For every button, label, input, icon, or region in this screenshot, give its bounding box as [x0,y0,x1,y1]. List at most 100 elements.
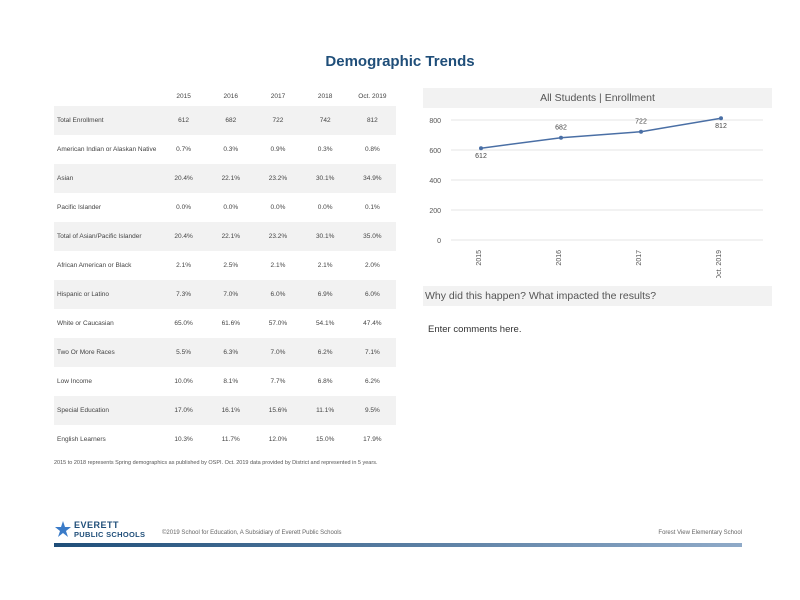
table-cell: 6.3% [223,349,239,356]
table-header-row: 2015 2016 2017 2018 Oct. 2019 [54,86,396,106]
table-cell: 20.4% [174,233,193,240]
table-cell: 23.2% [268,175,288,182]
table-cell: 17.0% [174,407,193,414]
table-cell: 0.9% [270,146,286,153]
table-cell: 6.2% [317,349,333,356]
data-point [719,116,723,121]
footer-school-name: Forest View Elementary School [658,530,742,536]
table-cell: 61.6% [221,320,240,327]
table-cell: 11.7% [221,436,240,443]
row-label: English Learners [57,435,106,443]
chart-title: All Students | Enrollment [423,88,772,108]
table-cell: 17.9% [363,436,382,443]
row-label: Hispanic or Latino [57,290,110,298]
table-cell: 34.9% [363,175,382,182]
data-point [479,146,483,151]
table-cell: 30.1% [315,233,335,240]
enrollment-line-chart: 0 200 400 600 800 612 682 722 812 2015 2016 2017 Oct… [429,116,763,278]
table-footnote: 2015 to 2018 represents Spring demograph… [54,460,378,466]
table-cell: 722 [272,117,284,124]
table-row: Two Or More Races 5.5% 6.3% 7.0% 6.2% 7.1% [54,338,396,367]
table-row: African American or Black 2.1% 2.5% 2.1% 2.1… [54,251,396,280]
row-label: Total of Asian/Pacific Islander [57,232,142,240]
data-label: 682 [555,125,567,132]
footer-bar [54,543,742,547]
table-cell: 65.0% [174,320,193,327]
table-cell: 8.1% [223,378,239,385]
data-point [639,129,643,134]
question-heading: Why did this happen? What impacted the r… [423,286,772,306]
table-cell: 35.0% [363,233,382,240]
district-logo: EVERETT PUBLIC SCHOOLS [54,518,154,542]
table-cell: 0.0% [223,204,239,211]
comments-field[interactable]: Enter comments here. [428,324,522,335]
table-cell: 22.1% [221,233,240,240]
table-cell: 9.5% [364,407,380,414]
table-cell: 12.0% [268,436,288,443]
x-tick-label: 2017 [636,250,643,266]
enrollment-chart-panel: All Students | Enrollment 0 200 400 600 800 6… [423,88,772,278]
table-cell: 23.2% [268,233,288,240]
table-cell: 742 [319,117,331,124]
column-header: 2016 [223,92,239,100]
data-label: 612 [475,153,487,160]
table-cell: 15.0% [315,436,335,443]
table-cell: 0.0% [270,204,286,211]
table-row: Hispanic or Latino 7.3% 7.0% 6.0% 6.9% 6.0% [54,280,396,309]
row-label: Low Income [57,377,93,385]
y-tick-label: 200 [429,208,441,215]
row-label: Special Education [57,406,110,414]
row-label: Two Or More Races [57,348,115,356]
table-cell: 6.8% [317,378,333,385]
x-tick-label: 2016 [556,250,563,266]
table-cell: 16.1% [221,407,240,414]
table-cell: 2.1% [270,262,286,269]
table-cell: 30.1% [315,175,335,182]
table-cell: 0.0% [176,204,191,211]
logo-text-line1: EVERETT [74,520,120,530]
footer-copyright: ©2019 School for Education, A Subsidiary… [162,530,342,536]
table-cell: 0.7% [176,146,191,153]
table-body: Total Enrollment 612 682 722 742 812 American … [54,106,396,454]
table-row: Special Education 17.0% 16.1% 15.6% 11.1% 9.5… [54,396,396,425]
row-label: Pacific Islander [57,203,102,211]
table-row: English Learners 10.3% 11.7% 12.0% 15.0% 17.9… [54,425,396,454]
series-line [480,117,722,149]
table-row: Pacific Islander 0.0% 0.0% 0.0% 0.0% 0.1% [54,193,396,222]
table-cell: 7.0% [223,291,239,298]
table-cell: 20.4% [174,175,193,182]
table-cell: 7.3% [176,291,191,298]
row-label: Asian [57,174,74,182]
column-header: 2015 [176,92,191,100]
table-cell: 7.1% [364,349,380,356]
y-tick-label: 0 [437,238,441,245]
column-header: 2018 [317,92,333,100]
table-cell: 10.0% [174,378,193,385]
y-tick-label: 800 [429,118,441,125]
table-cell: 612 [178,117,190,124]
table-cell: 6.2% [364,378,380,385]
table-row: Total Enrollment 612 682 722 742 812 [54,106,396,135]
table-cell: 6.9% [317,291,333,298]
x-tick-label: Oct. 2019 [716,250,723,278]
page-title: Demographic Trends [325,53,475,70]
table-cell: 0.3% [317,146,333,153]
column-header: Oct. 2019 [358,92,387,100]
data-label: 812 [715,123,727,130]
table-cell: 0.8% [364,146,380,153]
table-cell: 54.1% [315,320,335,327]
row-label: Total Enrollment [57,116,104,124]
table-cell: 7.7% [270,378,286,385]
table-corner [54,86,160,106]
y-tick-label: 600 [429,148,441,155]
table-cell: 6.0% [364,291,380,298]
table-cell: 5.5% [176,349,191,356]
table-cell: 2.1% [317,262,333,269]
logo-text-line2: PUBLIC SCHOOLS [74,530,146,539]
column-header: 2017 [270,92,286,100]
demographics-table: 2015 2016 2017 2018 Oct. 2019 Total Enro… [54,86,396,454]
row-label: American Indian or Alaskan Native [57,145,157,153]
y-tick-label: 400 [429,178,441,185]
table-cell: 57.0% [268,320,288,327]
table-row: Low Income 10.0% 8.1% 7.7% 6.8% 6.2% [54,367,396,396]
